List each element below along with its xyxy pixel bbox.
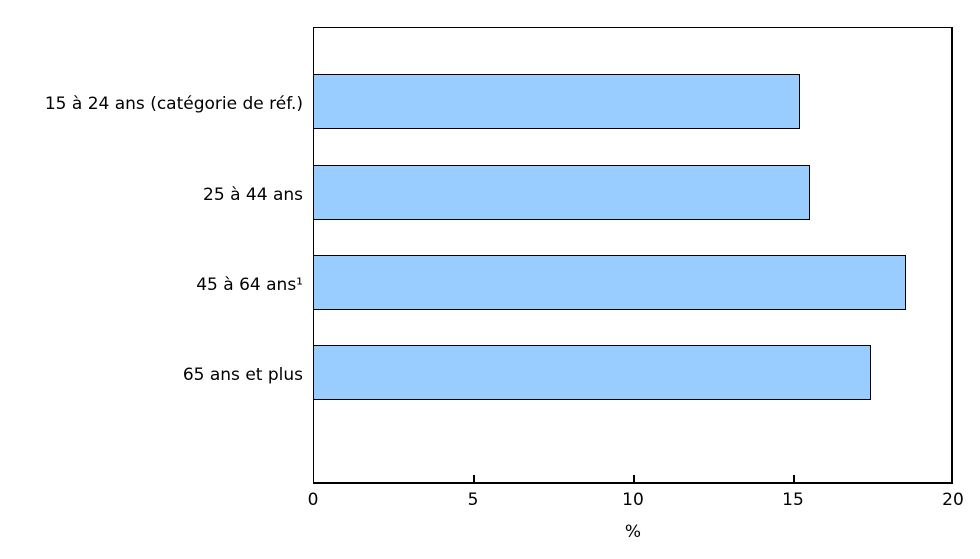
x-axis-tick (633, 475, 635, 482)
category-label: 25 à 44 ans (203, 185, 303, 206)
category-label: 65 ans et plus (182, 365, 303, 386)
x-axis-tick-label: 10 (622, 490, 644, 510)
category-label: 15 à 24 ans (catégorie de réf.) (44, 94, 303, 115)
x-axis-tick-label: 15 (782, 490, 804, 510)
x-axis-label: % (624, 522, 642, 542)
x-axis-tick-label: 5 (467, 490, 479, 510)
bar (314, 74, 800, 129)
x-axis-tick-label: 20 (942, 490, 964, 510)
bar (314, 345, 871, 400)
x-axis-tick (473, 475, 475, 482)
category-label: 45 à 64 ans¹ (196, 275, 303, 296)
plot-area (313, 27, 953, 484)
bar (314, 165, 810, 220)
bar (314, 255, 906, 310)
x-axis-tick (793, 475, 795, 482)
x-axis-tick-label: 0 (307, 490, 319, 510)
